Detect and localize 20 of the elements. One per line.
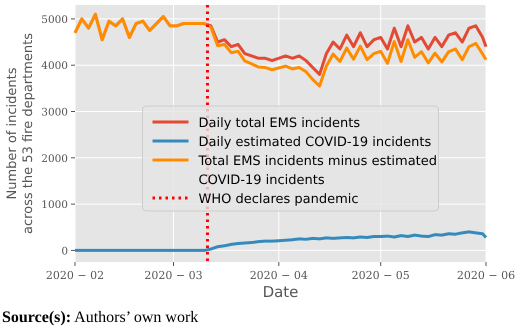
y-tick-label: 5000	[41, 14, 68, 26]
legend-label: Daily total EMS incidents	[198, 116, 360, 131]
y-tick-label: 2000	[41, 152, 68, 165]
x-tick-label: 2020 − 04	[250, 269, 308, 282]
y-tick-label: 0	[61, 245, 68, 258]
y-tick-label: 1000	[41, 199, 68, 212]
y-axis-title: Number of incidents across the 53 fire departments	[5, 32, 36, 234]
y-tick-label: 3000	[41, 106, 68, 119]
source-note: Source(s): Authors’ own work	[2, 309, 198, 326]
x-tick-label: 2020 − 03	[144, 269, 203, 282]
line-series	[74, 12, 488, 88]
y-tick-label: 4000	[41, 60, 68, 72]
legend-label: Total EMS incidents minus estimated COVID-19 incidents	[198, 154, 438, 188]
line-series	[74, 230, 488, 252]
ref-line-label: WHO declares pandemic	[198, 192, 359, 207]
legend-label: Daily estimated COVID-19 incidents	[198, 135, 432, 150]
x-axis-title: Date	[262, 283, 298, 301]
x-tick-label: 2020 − 05	[352, 269, 410, 282]
x-tick-label: 2020 − 06	[456, 269, 516, 282]
x-tick-label: 2020 − 02	[46, 269, 104, 282]
